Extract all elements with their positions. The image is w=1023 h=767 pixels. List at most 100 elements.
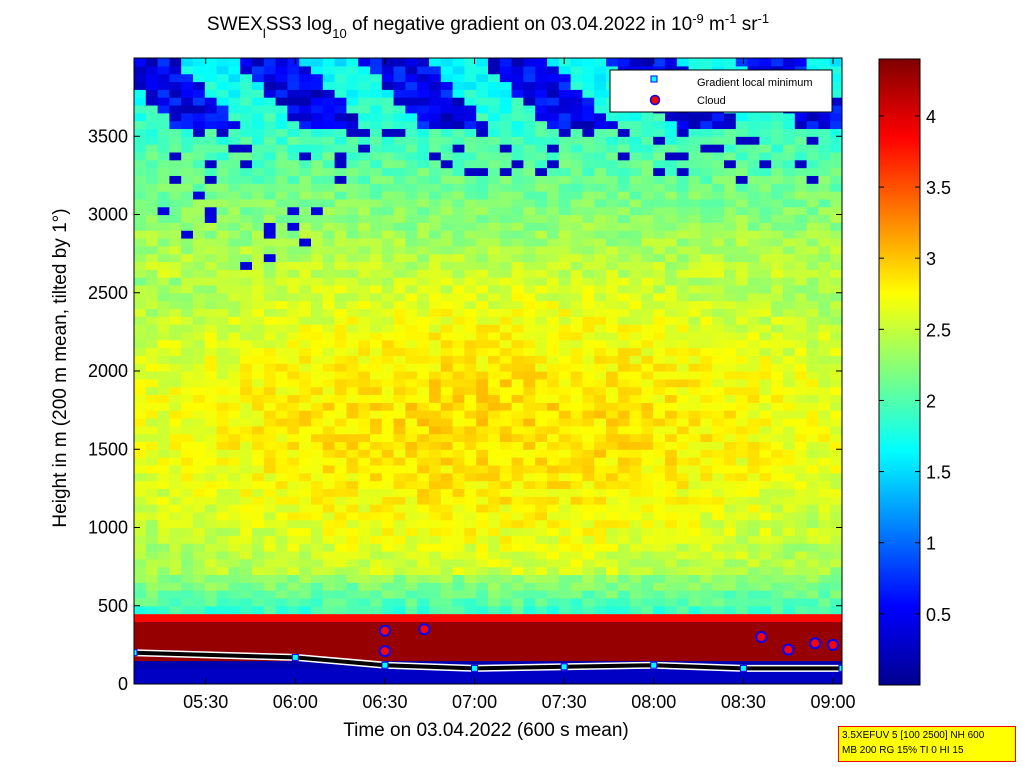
heatmap-cell (665, 120, 678, 130)
heatmap-cell (311, 394, 324, 403)
heatmap-cell (440, 457, 454, 466)
heatmap-cell (334, 89, 347, 98)
heatmap-cell (440, 128, 454, 137)
heatmap-cell (228, 89, 241, 98)
heatmap-cell (606, 417, 619, 427)
heatmap-cell (641, 355, 654, 364)
heatmap-cell (157, 417, 170, 427)
heatmap-cell (252, 316, 265, 325)
heatmap-cell (228, 159, 241, 169)
heatmap-cell (145, 136, 159, 145)
heatmap-cell (806, 527, 819, 536)
heatmap-cell (806, 605, 819, 615)
heatmap-cell (582, 277, 595, 286)
heatmap-cell (570, 496, 583, 505)
heatmap-cell (405, 410, 418, 419)
heatmap-cell (688, 535, 701, 544)
heatmap-cell (688, 543, 701, 552)
heatmap-cell (157, 668, 170, 677)
heatmap-cell (582, 566, 595, 576)
heatmap-cell (771, 457, 784, 466)
heatmap-cell (558, 81, 572, 90)
heatmap-cell (429, 668, 442, 677)
heatmap-cell (157, 363, 170, 372)
heatmap-cell (346, 175, 359, 184)
heatmap-cell (334, 292, 347, 302)
heatmap-cell (594, 331, 607, 341)
heatmap-cell (429, 644, 442, 654)
heatmap-cell (747, 339, 760, 349)
heatmap-cell (429, 151, 442, 161)
heatmap-cell (228, 331, 241, 341)
heatmap-cell (452, 535, 465, 544)
heatmap-cell (275, 277, 288, 286)
heatmap-cell (558, 65, 572, 75)
heatmap-cell (523, 167, 536, 176)
heatmap-cell (547, 472, 560, 482)
heatmap-cell (322, 386, 336, 396)
heatmap-cell (641, 324, 654, 333)
heatmap-cell (322, 300, 336, 309)
heatmap-cell (275, 410, 288, 419)
heatmap-cell (665, 480, 678, 489)
heatmap-cell (783, 402, 796, 411)
heatmap-cell (771, 284, 784, 294)
heatmap-cell (818, 191, 831, 200)
heatmap-cell (688, 284, 701, 294)
heatmap-cell (240, 511, 253, 521)
heatmap-cell (665, 621, 678, 630)
heatmap-cell (653, 308, 666, 317)
heatmap-cell (358, 472, 371, 482)
heatmap-cell (370, 308, 383, 317)
heatmap-cell (299, 543, 312, 552)
gradient-min-marker (471, 664, 479, 672)
heatmap-cell (735, 425, 749, 435)
heatmap-cell (228, 300, 241, 309)
heatmap-cell (334, 331, 347, 341)
heatmap-cell (830, 58, 842, 67)
heatmap-cell (322, 417, 336, 427)
heatmap-cell (216, 73, 229, 83)
heatmap-cell (287, 676, 300, 684)
heatmap-cell (358, 331, 371, 341)
heatmap-cell (417, 355, 430, 364)
heatmap-cell (464, 394, 477, 403)
heatmap-cell (499, 504, 513, 513)
heatmap-cell (511, 339, 524, 349)
heatmap-cell (688, 519, 701, 529)
heatmap-cell (381, 97, 395, 106)
heatmap-cell (794, 441, 808, 450)
heatmap-cell (311, 504, 324, 513)
heatmap-cell (228, 488, 241, 497)
heatmap-cell (818, 261, 831, 270)
heatmap-cell (747, 277, 760, 286)
heatmap-cell (476, 151, 489, 161)
heatmap-cell (653, 605, 666, 615)
heatmap-cell (417, 535, 430, 544)
heatmap-cell (676, 527, 690, 536)
heatmap-cell (830, 120, 842, 130)
heatmap-cell (346, 104, 359, 114)
heatmap-cell (393, 363, 406, 372)
heatmap-cell (334, 629, 347, 638)
heatmap-cell (181, 668, 194, 677)
heatmap-cell (275, 668, 288, 677)
heatmap-cell (287, 261, 300, 270)
heatmap-cell (134, 175, 147, 184)
heatmap-cell (252, 159, 265, 169)
heatmap-cell (476, 504, 489, 513)
heatmap-cell (287, 511, 300, 521)
heatmap-cell (488, 144, 501, 153)
heatmap-cell (665, 175, 678, 184)
heatmap-cell (558, 206, 572, 216)
heatmap-cell (735, 488, 749, 497)
heatmap-cell (169, 441, 182, 450)
heatmap-cell (346, 644, 359, 654)
heatmap-cell (417, 417, 430, 427)
heatmap-cell (358, 253, 371, 263)
heatmap-cell (558, 58, 572, 67)
heatmap-cell (252, 386, 265, 396)
heatmap-cell (393, 527, 406, 536)
heatmap-cell (145, 527, 159, 536)
heatmap-cell (735, 159, 749, 169)
